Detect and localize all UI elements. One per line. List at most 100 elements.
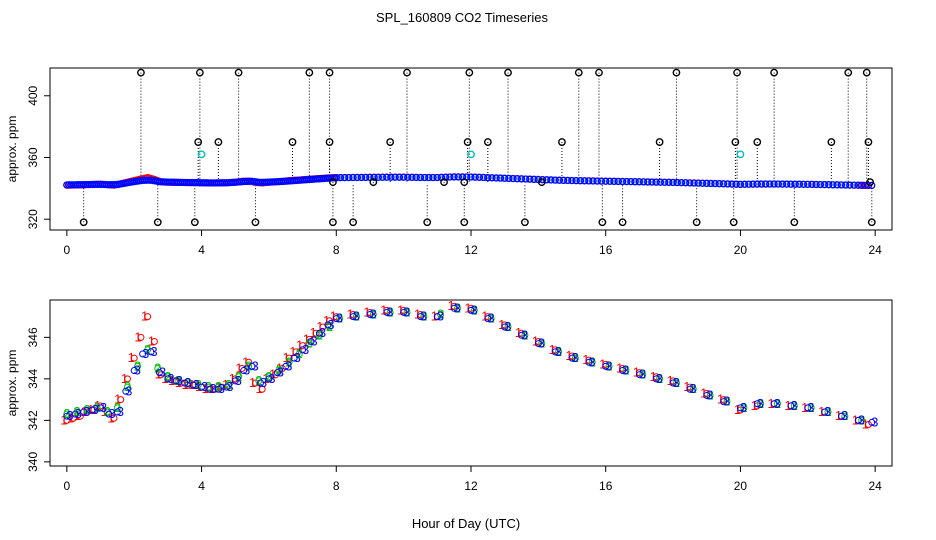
series-1-marker: 1: [188, 377, 195, 392]
series-3-circle: [669, 379, 677, 387]
series-1-marker: 1: [141, 309, 148, 324]
top-x-tick-label: 16: [599, 243, 613, 257]
series-3-point: [480, 173, 488, 182]
series-1-marker: 1: [599, 356, 606, 371]
outlier-point: [574, 68, 583, 77]
series-3-point: [837, 181, 846, 189]
outlier-point: [692, 218, 701, 227]
series-3-point: [808, 180, 816, 189]
outlier-point: [349, 218, 358, 227]
series-3-point: [492, 174, 500, 182]
series-2-marker: 2: [154, 360, 161, 375]
bottom-x-tick-label: 20: [734, 479, 748, 493]
series-3-point: [854, 181, 862, 189]
series-2-circle: [123, 383, 131, 391]
series-3-circle: [854, 416, 862, 424]
outlier-point: [423, 218, 432, 227]
series-1-marker: 1: [323, 313, 330, 328]
outlier-point: [598, 218, 607, 227]
series-1-marker: 1: [249, 375, 256, 390]
series-1-marker: 1: [74, 408, 81, 423]
outlier-point: [325, 68, 334, 77]
series-3-point: [564, 176, 572, 185]
outlier-point: [595, 68, 603, 77]
series-2-circle: [622, 367, 630, 375]
series-3-circle: [686, 385, 694, 393]
series-3-circle: [568, 354, 576, 362]
top-plot-area: [63, 68, 876, 227]
series-3-point: [530, 175, 538, 183]
series-2-circle: [588, 358, 596, 366]
series-3-marker: 3: [369, 307, 376, 322]
series-1-circle: [70, 414, 78, 422]
series-3-circle: [147, 348, 155, 356]
series-2-marker: 2: [124, 379, 131, 394]
series-3-circle: [602, 362, 610, 370]
series-3-circle: [299, 346, 307, 354]
series-2-marker: 2: [134, 358, 141, 373]
series-3-point: [799, 180, 808, 188]
series-3-point: [707, 179, 715, 188]
outlier-point: [672, 68, 681, 77]
series-3-point: [829, 181, 837, 189]
flagged-point: [736, 150, 745, 159]
series-3-marker: 3: [218, 381, 225, 396]
bottom-x-tick-label: 16: [599, 479, 613, 493]
series-3-point: [383, 173, 391, 181]
bottom-x-tick-label: 8: [333, 479, 340, 493]
outlier-point: [251, 218, 260, 227]
series-3-point: [404, 173, 412, 181]
series-3-point: [635, 178, 644, 186]
series-3-circle: [307, 338, 315, 345]
outlier-point: [733, 68, 741, 77]
series-3-circle: [703, 391, 711, 399]
series-3-circle: [585, 358, 593, 366]
series-3-point: [412, 173, 420, 182]
series-2-circle: [315, 331, 323, 339]
series-3-circle: [290, 354, 298, 362]
series-1-marker: 1: [114, 392, 121, 407]
series-3-marker: 3: [201, 379, 208, 394]
series-3-point: [374, 173, 382, 181]
series-3-point: [757, 180, 766, 188]
series-1-marker: 1: [175, 375, 182, 390]
series-3-point: [694, 179, 702, 187]
series-3-point: [661, 178, 669, 186]
series-3-marker: 3: [571, 350, 578, 365]
series-2-circle: [790, 402, 798, 410]
series-3-point: [555, 176, 564, 184]
series-3-point: [825, 181, 833, 189]
series-3-point: [791, 180, 799, 188]
series-2-marker: 2: [174, 373, 181, 388]
series-3-marker: 3: [521, 327, 528, 342]
series-3-point: [572, 177, 580, 185]
series-3-marker: 3: [251, 358, 258, 373]
bottom-y-tick-label: 342: [26, 410, 40, 430]
series-3-circle: [282, 362, 290, 370]
series-1-marker: 1: [650, 369, 657, 384]
series-3-circle: [720, 398, 728, 406]
series-3-point: [778, 180, 787, 188]
series-2-circle: [555, 348, 563, 356]
series-2-circle: [235, 373, 243, 381]
top-x-tick-label: 8: [333, 243, 340, 257]
series-3-circle: [518, 331, 526, 339]
series-1-marker: 1: [397, 302, 404, 317]
series-3-marker: 3: [310, 334, 317, 349]
series-3-point: [644, 178, 652, 186]
series-2-circle: [164, 373, 172, 381]
series-2-circle: [858, 416, 866, 424]
series-3-point: [501, 174, 509, 182]
series-3-marker: 3: [285, 358, 292, 373]
series-1-marker: 1: [208, 381, 215, 396]
series-3-marker: 3: [209, 381, 216, 396]
series-2-circle: [672, 379, 680, 387]
series-1-circle: [110, 414, 118, 422]
series-3-marker: 3: [235, 373, 242, 388]
series-2-circle: [386, 308, 394, 316]
series-3-circle: [97, 404, 105, 412]
top-y-tick-label: 360: [26, 147, 40, 167]
outlier-point: [195, 68, 204, 77]
series-3-point: [597, 177, 606, 185]
outlier-point: [558, 138, 566, 146]
